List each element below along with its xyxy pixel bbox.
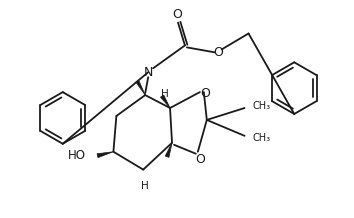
- Polygon shape: [97, 152, 113, 158]
- Text: O: O: [213, 46, 223, 59]
- Text: O: O: [172, 8, 182, 21]
- Text: CH₃: CH₃: [252, 101, 271, 111]
- Text: HO: HO: [68, 149, 86, 162]
- Text: O: O: [195, 153, 205, 166]
- Polygon shape: [160, 95, 170, 108]
- Text: H: H: [141, 181, 149, 191]
- Text: O: O: [200, 87, 210, 100]
- Text: N: N: [143, 66, 153, 79]
- Text: H: H: [161, 89, 169, 99]
- Polygon shape: [165, 143, 172, 157]
- Text: CH₃: CH₃: [252, 133, 271, 143]
- Polygon shape: [136, 80, 145, 95]
